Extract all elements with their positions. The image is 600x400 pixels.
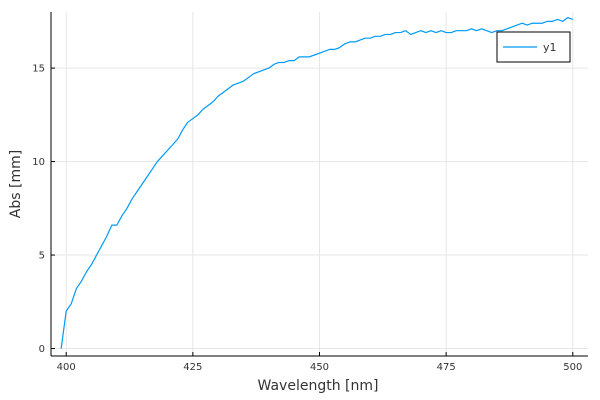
- series-line: [60, 17, 574, 349]
- tick-labels: 400 425 450 475 500 0 5 10 15: [32, 64, 582, 373]
- x-tick-label: 450: [310, 362, 329, 373]
- x-tick-label: 400: [57, 362, 76, 373]
- y-tick-label: 0: [39, 344, 45, 355]
- y-tick-label: 10: [32, 157, 45, 168]
- x-axis-title: Wavelength [nm]: [258, 378, 379, 394]
- x-tick-label: 475: [437, 362, 456, 373]
- x-tick-label: 425: [183, 362, 202, 373]
- series-layer: [60, 17, 574, 349]
- legend: y1: [496, 31, 571, 63]
- axes: [50, 12, 588, 357]
- legend-series-label: y1: [543, 41, 557, 54]
- y-tick-label: 5: [39, 251, 45, 262]
- y-tick-label: 15: [32, 64, 45, 75]
- grid: [51, 12, 588, 356]
- x-tick-label: 500: [563, 362, 582, 373]
- y-axis-title: Abs [mm]: [8, 150, 24, 218]
